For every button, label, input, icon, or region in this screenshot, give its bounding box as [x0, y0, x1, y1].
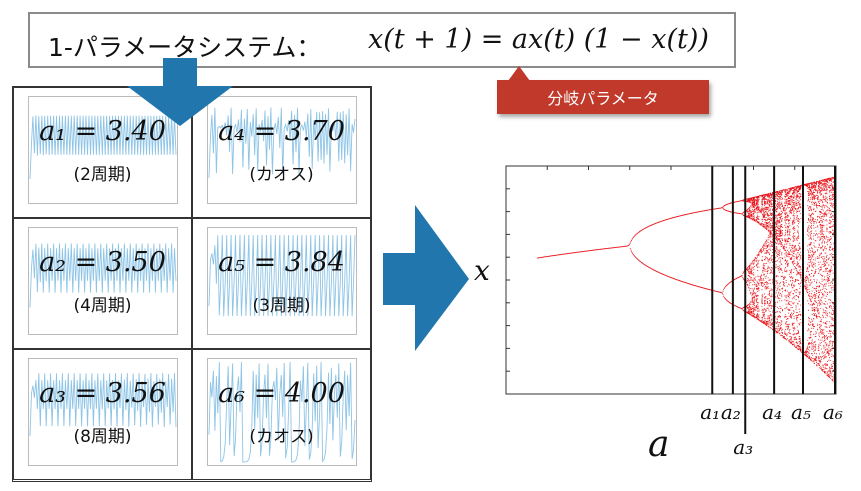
period-label: (4周期) — [73, 296, 132, 316]
bifurcation-parameter-callout: 分岐パラメータ — [497, 80, 709, 114]
marker-label: a₂ — [721, 400, 741, 424]
title-equation: x(t + 1) = ax(t) (1 − x(t)) — [368, 24, 709, 55]
bifurcation-diagram: x a a₁ a₂ a₃ a₄ a₅ a₆ — [474, 165, 843, 460]
parameter-value: a₄ = 3.70 — [218, 116, 345, 147]
time-series-cell-a3: a₃ = 3.56 (8周期) — [13, 349, 192, 480]
bifurcation-x-label: a — [648, 424, 669, 460]
period-label: (カオス) — [249, 427, 314, 447]
marker-label: a₆ — [823, 400, 843, 424]
period-label: (3周期) — [252, 296, 311, 316]
time-series-cell-a2: a₂ = 3.50 (4周期) — [13, 218, 192, 349]
bifurcation-frame — [505, 165, 837, 395]
time-series-plot — [28, 358, 178, 466]
time-series-plot — [28, 96, 178, 204]
marker-label: a₅ — [791, 400, 811, 424]
marker-label: a₄ — [762, 400, 782, 424]
parameter-value: a₁ = 3.40 — [39, 116, 166, 147]
period-label: (カオス) — [249, 165, 314, 185]
marker-label: a₁ — [700, 400, 720, 424]
callout-pointer — [508, 66, 530, 81]
time-series-cell-a5: a₅ = 3.84 (3周期) — [192, 218, 371, 349]
time-series-cell-a6: a₆ = 4.00 (カオス) — [192, 349, 371, 480]
parameter-value: a₅ = 3.84 — [218, 247, 345, 278]
time-series-plot — [28, 227, 178, 335]
title-label: 1-パラメータシステム： — [48, 33, 322, 62]
down-arrow-icon — [127, 58, 233, 126]
time-series-cell-a4: a₄ = 3.70 (カオス) — [192, 87, 371, 218]
time-series-plot — [207, 358, 357, 466]
parameter-value: a₂ = 3.50 — [39, 247, 166, 278]
period-label: (8周期) — [73, 427, 132, 447]
marker-label: a₃ — [733, 435, 753, 459]
time-series-plot — [207, 96, 357, 204]
period-label: (2周期) — [73, 165, 132, 185]
title-box: 1-パラメータシステム： x(t + 1) = ax(t) (1 − x(t)) — [28, 12, 736, 68]
parameter-value: a₆ = 4.00 — [218, 378, 345, 409]
bifurcation-y-label: x — [474, 254, 490, 287]
time-series-grid: a₁ = 3.40 (2周期) a₄ = 3.70 (カオス) a₂ = 3.50 (… — [12, 86, 372, 482]
parameter-value: a₃ = 3.56 — [39, 378, 166, 409]
time-series-plot — [207, 227, 357, 335]
right-arrow-icon — [383, 205, 469, 351]
